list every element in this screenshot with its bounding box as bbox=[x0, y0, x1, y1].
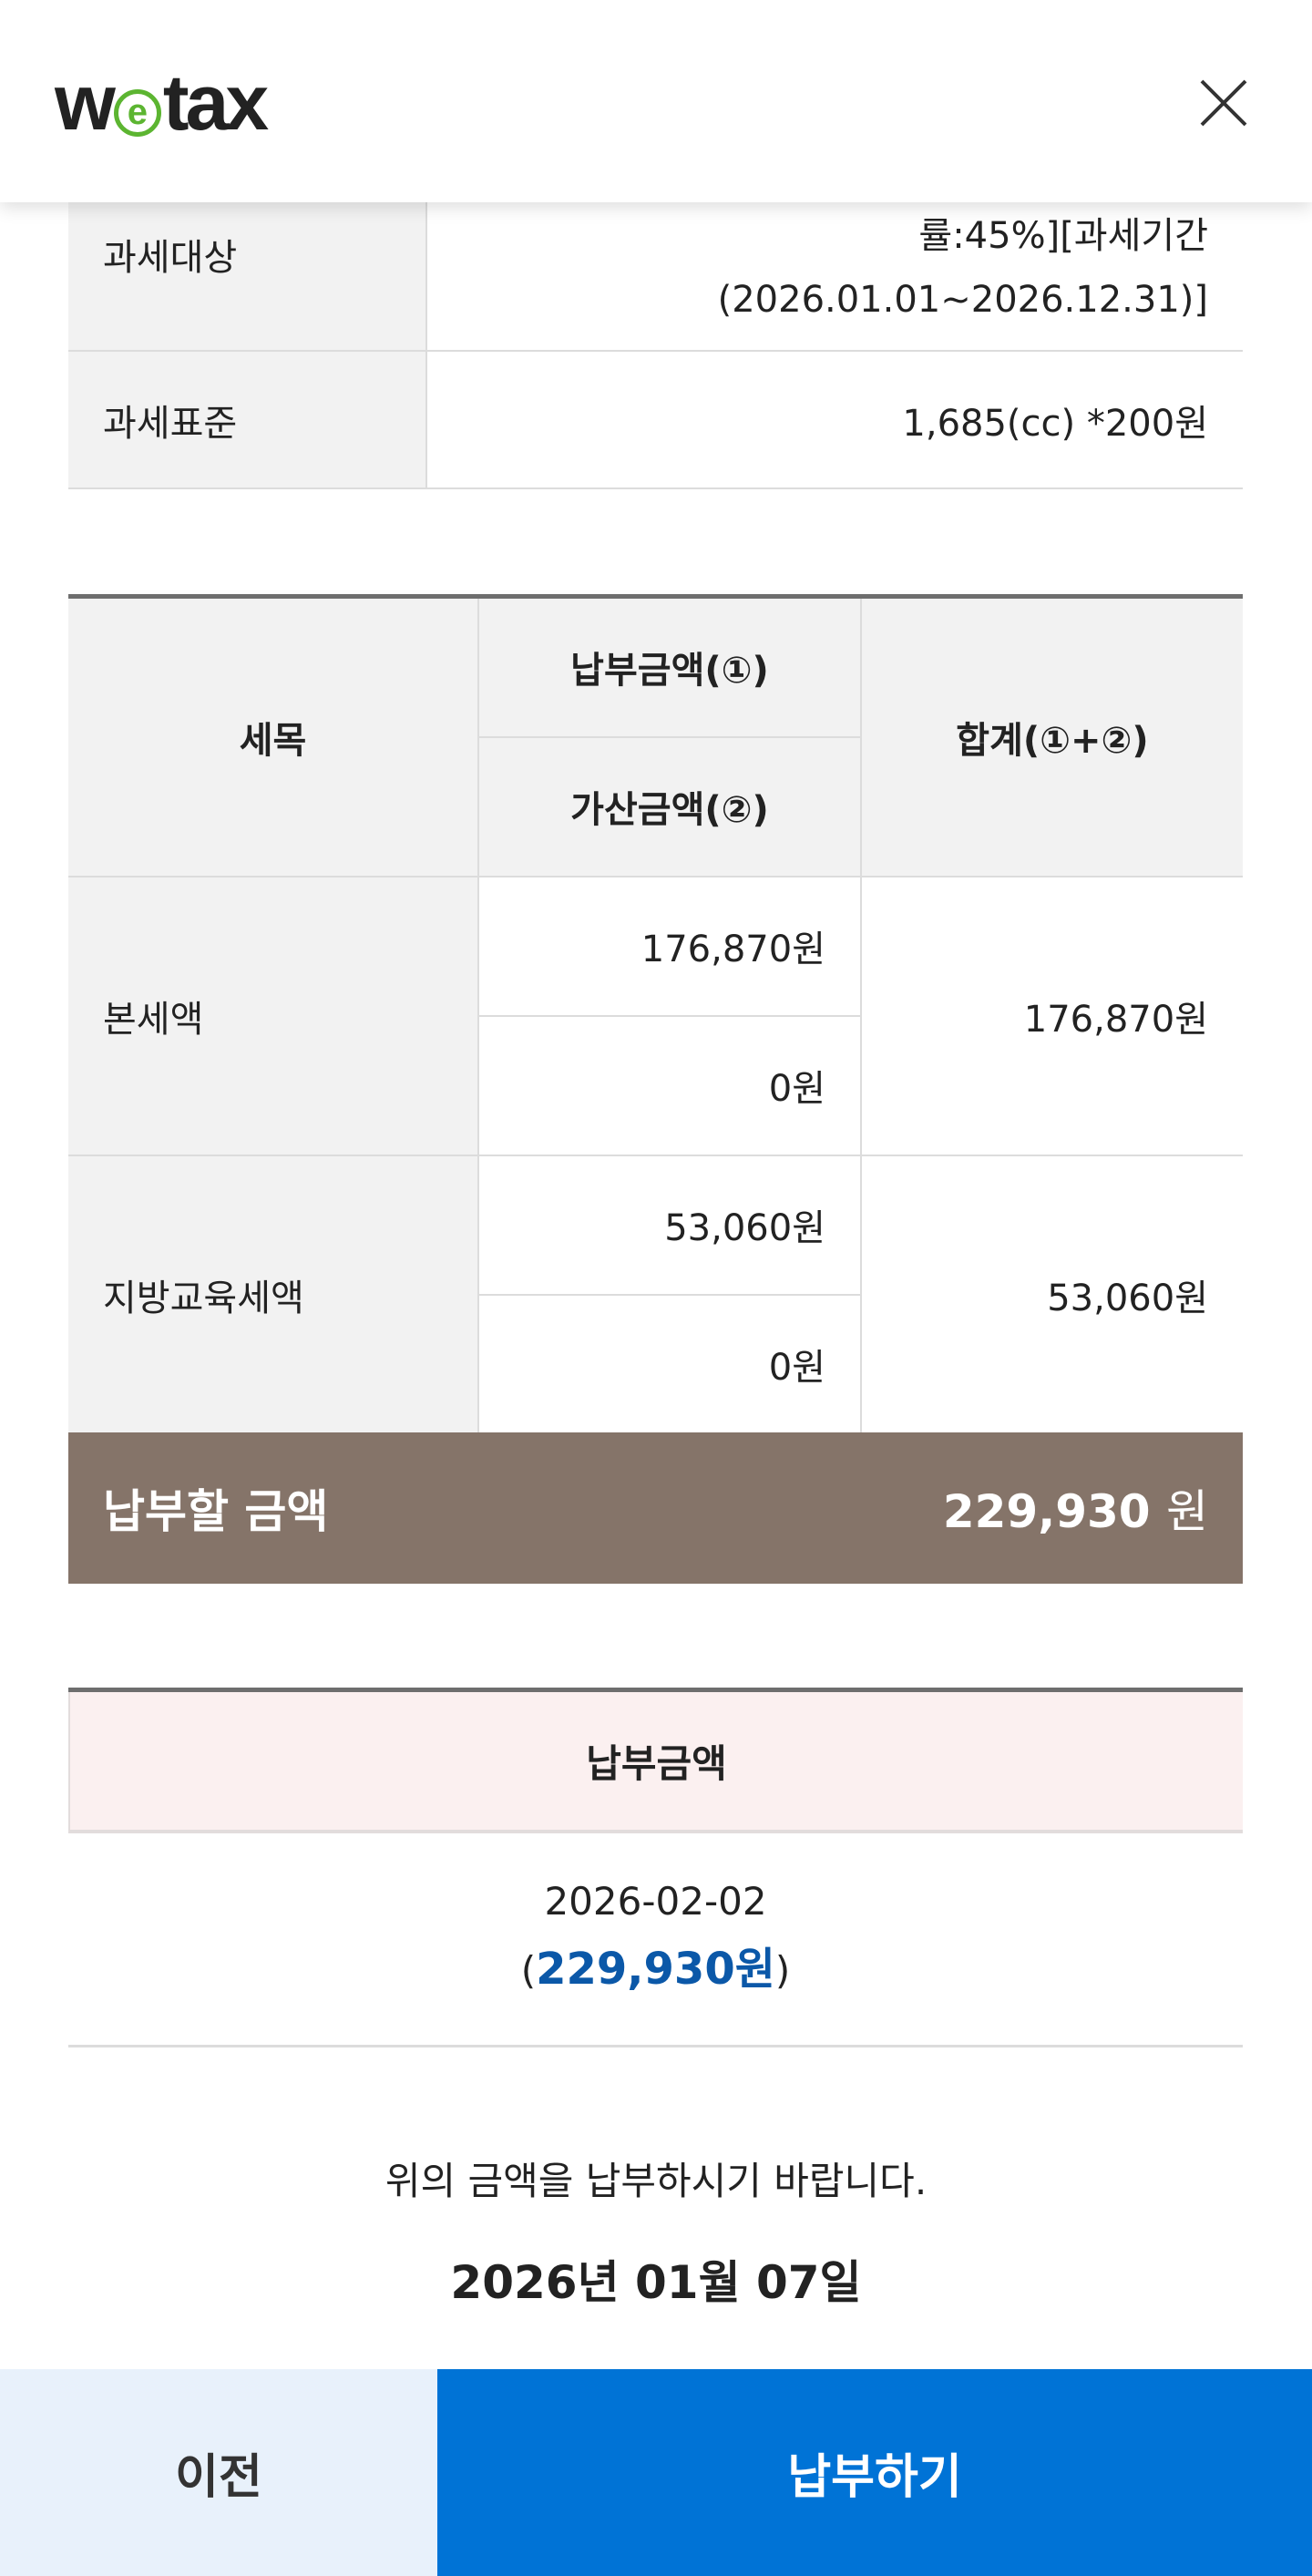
paren-open: ( bbox=[520, 1948, 537, 1993]
total-unit: 원 bbox=[1166, 1485, 1208, 1538]
payment-header: 납부금액 bbox=[68, 1692, 1243, 1833]
tax-sum: 53,060원 bbox=[860, 1154, 1243, 1435]
row-value: 1,685(cc) *200원 bbox=[426, 350, 1243, 489]
header: w e tax bbox=[0, 0, 1312, 202]
notice-date: 2026년 01월 07일 bbox=[450, 2256, 862, 2309]
payment-table: 납부금액 2026-02-02 (229,930원) bbox=[68, 1688, 1243, 2047]
notice-text: 위의 금액을 납부하시기 바랍니다. bbox=[384, 2159, 928, 2203]
table-row: 0원 bbox=[68, 1293, 1243, 1435]
tax-item: 본세액 bbox=[68, 875, 479, 1156]
tax-penalty: 0원 bbox=[478, 1014, 861, 1156]
tax-amount: 176,870원 bbox=[477, 875, 862, 1017]
close-button[interactable] bbox=[1198, 77, 1249, 128]
table-row: 지방교육세액 53,060원 53,060원 bbox=[68, 1154, 1243, 1435]
header-sum: 합계(①+②) bbox=[860, 595, 1243, 877]
logo-e: e bbox=[113, 89, 161, 137]
tax-amount: 53,060원 bbox=[477, 1154, 862, 1296]
header-amount: 납부금액(①) bbox=[477, 595, 862, 738]
logo-tax: tax bbox=[162, 59, 269, 147]
tax-item: 지방교육세액 bbox=[68, 1154, 479, 1435]
total-label: 납부할 금액 bbox=[103, 1485, 329, 1538]
table-row: 0원 bbox=[68, 1014, 1243, 1156]
payment-amount: 229,930원 bbox=[536, 1944, 775, 1995]
wetax-logo[interactable]: w e tax bbox=[55, 64, 269, 142]
pay-button[interactable]: 납부하기 bbox=[437, 2369, 1312, 2576]
header-item: 세목 bbox=[68, 595, 479, 877]
tax-info-table: 과세대상 률:45%][과세기간(2026.01.01~2026.12.31)]… bbox=[68, 155, 1243, 489]
due-date: 2026-02-02 bbox=[544, 1879, 767, 1924]
header-penalty: 가산금액(②) bbox=[478, 735, 861, 877]
paren-close: ) bbox=[774, 1948, 791, 1993]
close-icon bbox=[1200, 79, 1247, 127]
header-row: 가산금액(②) bbox=[68, 735, 1243, 877]
total-amount-bar: 납부할 금액 229,930 원 bbox=[68, 1432, 1243, 1584]
table-row: 과세표준 1,685(cc) *200원 bbox=[68, 350, 1243, 489]
payment-body: 2026-02-02 (229,930원) bbox=[68, 1833, 1243, 2047]
tax-penalty: 0원 bbox=[478, 1293, 861, 1435]
header-row: 세목 납부금액(①) 합계(①+②) bbox=[68, 595, 1243, 877]
tax-sum: 176,870원 bbox=[860, 875, 1243, 1156]
row-label: 과세표준 bbox=[68, 350, 427, 489]
prev-button[interactable]: 이전 bbox=[0, 2369, 437, 2576]
tax-amount-table: 세목 납부금액(①) 합계(①+②) 가산금액(②) 본세액 176,870원 … bbox=[68, 594, 1243, 1435]
logo-w: w bbox=[55, 59, 116, 147]
total-amount: 229,930 bbox=[942, 1485, 1151, 1538]
table-row: 본세액 176,870원 176,870원 bbox=[68, 875, 1243, 1156]
